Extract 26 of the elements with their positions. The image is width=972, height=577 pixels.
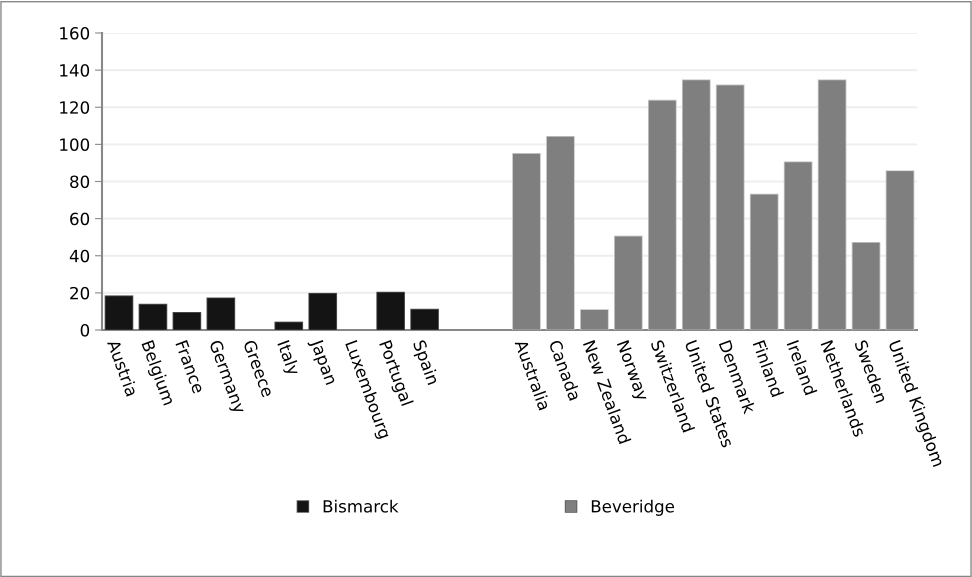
x-tick-label: Canada [548, 339, 582, 401]
x-tick-label: Austria [106, 338, 139, 397]
y-tick-label: 80 [70, 175, 90, 188]
x-tick-label: Spain [410, 339, 440, 386]
bar [308, 292, 338, 330]
bar [206, 297, 236, 330]
bar [172, 312, 202, 330]
y-tick-label: 60 [70, 212, 90, 226]
x-tick-label: France [175, 340, 206, 394]
bar [376, 292, 405, 330]
bar [410, 308, 439, 330]
y-tick-label: 20 [70, 286, 90, 300]
bar [104, 295, 134, 330]
y-tick-label: 100 [60, 138, 90, 151]
x-tick-label: Japan [307, 338, 338, 386]
bar [138, 304, 168, 330]
y-tick-label: 40 [70, 250, 90, 262]
y-tick-label: 160 [60, 26, 90, 40]
legend-label: Beveridge [592, 500, 674, 516]
x-tick-label: Italy [274, 340, 301, 378]
bar [274, 322, 304, 330]
y-tick-label: 0 [80, 324, 90, 337]
y-tick-label: 140 [60, 64, 90, 77]
legend-label: Bismarck [324, 500, 399, 513]
y-tick-label: 120 [60, 101, 90, 114]
x-tick-label: Greece [243, 339, 275, 398]
